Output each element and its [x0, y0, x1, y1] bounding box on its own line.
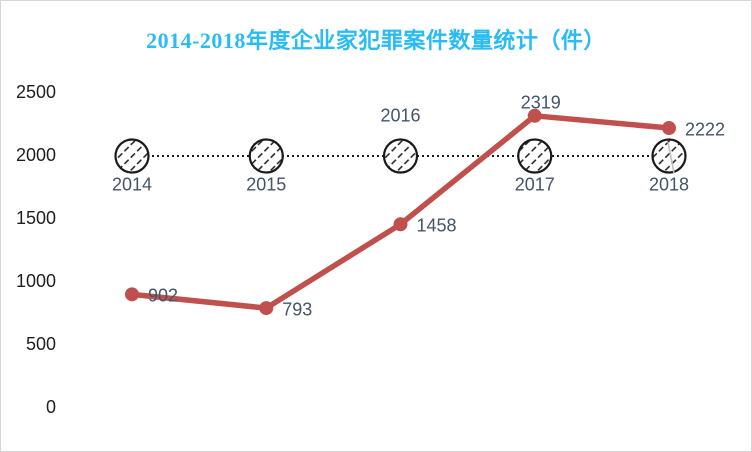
y-tick-label: 2000 [15, 145, 56, 166]
category-label: 2016 [380, 105, 421, 126]
data-value-label: 1458 [416, 215, 457, 236]
category-marker [651, 138, 687, 174]
y-tick-label: 2500 [15, 82, 56, 103]
y-tick-label: 500 [25, 334, 56, 355]
category-marker [517, 138, 553, 174]
y-tick-label: 1500 [15, 208, 56, 229]
data-value-label: 902 [148, 285, 179, 306]
data-value-label: 2319 [520, 92, 561, 113]
data-point-marker [527, 108, 542, 123]
y-tick-label: 1000 [15, 271, 56, 292]
chart-title: 2014-2018年度企业家犯罪案件数量统计（件） [146, 28, 606, 53]
data-value-label: 793 [282, 299, 313, 320]
label-leader-line [667, 141, 675, 174]
category-label: 2018 [648, 174, 690, 195]
data-point-marker [259, 301, 274, 316]
category-label: 2017 [514, 174, 555, 195]
data-point-marker [662, 121, 676, 136]
data-point-marker [393, 217, 408, 232]
category-marker [382, 138, 419, 174]
data-value-label: 2222 [685, 119, 726, 140]
category-marker [248, 138, 284, 174]
category-marker [114, 138, 150, 174]
data-point-marker [125, 287, 139, 302]
category-label: 2014 [111, 174, 153, 195]
y-tick-label: 0 [45, 397, 56, 418]
category-label: 2015 [246, 174, 287, 195]
